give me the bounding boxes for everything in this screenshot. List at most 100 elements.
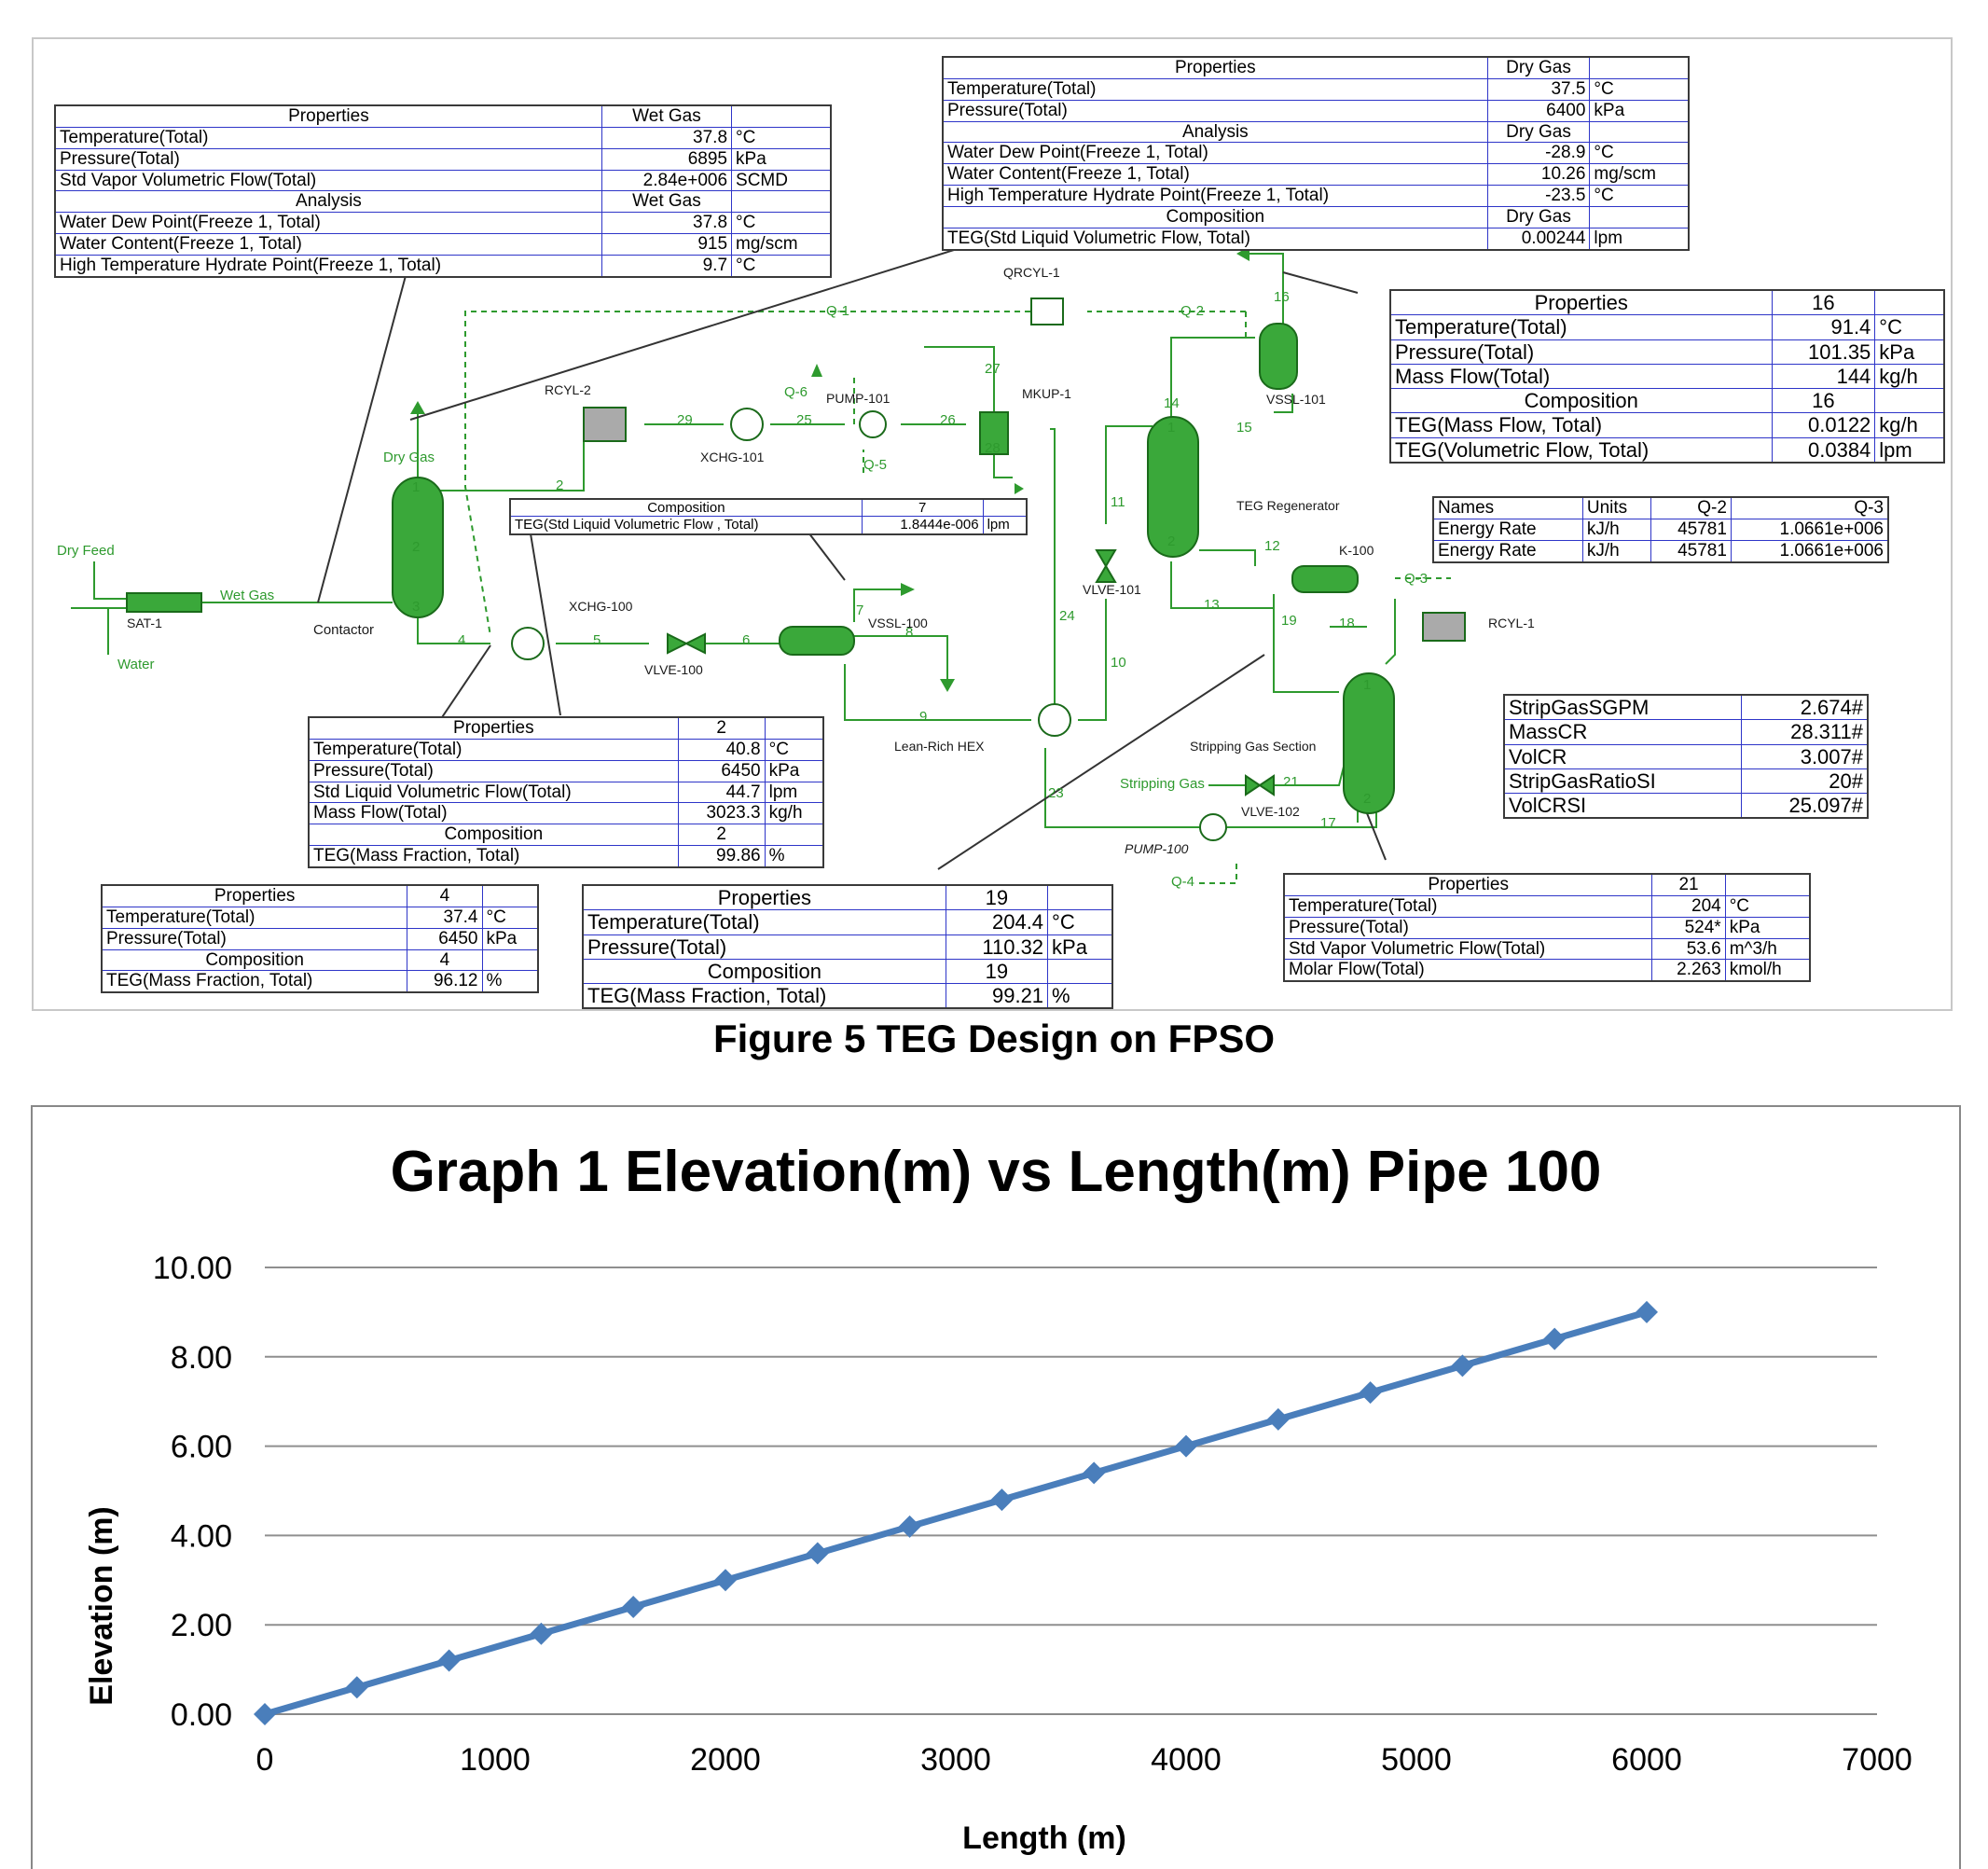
table-cell: TEG(Std Liquid Volumetric Flow, Total) bbox=[942, 227, 1488, 251]
x-tick-label: 3000 bbox=[920, 1742, 991, 1778]
table-cell: °C bbox=[731, 254, 832, 278]
elevation-series-line bbox=[264, 1308, 1648, 1718]
table-cell: 6400 bbox=[1486, 99, 1591, 122]
stream-label: 9 bbox=[919, 709, 928, 725]
table-cell bbox=[731, 190, 832, 214]
table-cell: 45781 bbox=[1650, 539, 1732, 563]
label-xchg101: XCHG-101 bbox=[700, 450, 765, 464]
x-tick-label: 1000 bbox=[460, 1742, 531, 1778]
table-cell: kPa bbox=[1047, 934, 1113, 960]
table-cell: -28.9 bbox=[1486, 142, 1591, 165]
label-stripping-gas: Stripping Gas bbox=[1120, 776, 1205, 792]
table-cell: High Temperature Hydrate Point(Freeze 1,… bbox=[54, 254, 602, 278]
table-cell: Temperature(Total) bbox=[54, 126, 602, 149]
table-row: Temperature(Total) 40.8 °C bbox=[308, 738, 824, 761]
table-row: TEG(Mass Fraction, Total) 96.12% bbox=[101, 970, 539, 993]
table-row: Composition 19 bbox=[582, 958, 1113, 985]
x-tick-label: 2000 bbox=[690, 1742, 761, 1778]
table-cell: Wet Gas bbox=[601, 190, 733, 214]
data-point bbox=[1175, 1434, 1197, 1458]
x-tick-label: 5000 bbox=[1381, 1742, 1452, 1778]
table-row: Pressure(Total) 110.32 kPa bbox=[582, 934, 1113, 960]
stream-label: 17 bbox=[1320, 815, 1336, 831]
y-tick-label: 2.00 bbox=[171, 1608, 232, 1643]
table-cell: Std Vapor Volumetric Flow(Total) bbox=[54, 169, 602, 192]
table-row: TEG(Std Liquid Volumetric Flow , Total) 1… bbox=[509, 516, 1028, 534]
table-row: Properties 2 bbox=[308, 716, 824, 740]
x-tick-label: 6000 bbox=[1611, 1742, 1682, 1778]
table-cell: Analysis bbox=[942, 120, 1488, 144]
table-cell bbox=[982, 498, 1028, 518]
table-row: Composition 16 bbox=[1389, 388, 1945, 414]
table-cell bbox=[764, 716, 824, 740]
table-cell: 7 bbox=[861, 498, 984, 518]
table-cell: Dry Gas bbox=[1486, 205, 1591, 228]
label-sat1: SAT-1 bbox=[127, 616, 162, 630]
teg-process-flow-diagram: Dry Feed Water SAT-1 Wet Gas Contactor D… bbox=[32, 37, 1953, 1011]
table-cell: 16 bbox=[1771, 289, 1876, 316]
stream2-table: Properties 2 Temperature(Total) 40.8 °C Press… bbox=[308, 716, 824, 868]
table-cell bbox=[481, 884, 539, 907]
table-cell: 96.12 bbox=[407, 970, 483, 993]
table-cell: kg/h bbox=[764, 802, 824, 825]
table-row: Properties Dry Gas bbox=[942, 56, 1690, 79]
table-cell: 20# bbox=[1741, 768, 1869, 795]
stream7-table: Composition 7 TEG(Std Liquid Volumetric Fl… bbox=[509, 498, 1028, 535]
table-row: TEG(Std Liquid Volumetric Flow, Total) 0.… bbox=[942, 227, 1690, 251]
stream-label: 18 bbox=[1339, 616, 1355, 631]
table-cell: 37.8 bbox=[601, 126, 733, 149]
table-cell: Pressure(Total) bbox=[1389, 339, 1773, 365]
table-row: Composition 2 bbox=[308, 824, 824, 847]
table-cell: lpm bbox=[982, 516, 1028, 534]
pump100-pump bbox=[1199, 813, 1227, 841]
label-q1: Q-1 bbox=[826, 303, 850, 319]
table-cell: Mass Flow(Total) bbox=[1389, 363, 1773, 390]
table-row: Properties 4 bbox=[101, 884, 539, 907]
data-point bbox=[806, 1542, 829, 1565]
table-cell: Pressure(Total) bbox=[942, 99, 1488, 122]
table-cell bbox=[481, 948, 539, 972]
table-cell: MassCR bbox=[1503, 719, 1742, 745]
stream19-table: Properties 19 Temperature(Total) 204.4 °C Pre… bbox=[582, 884, 1113, 1010]
table-row: TEG(Mass Fraction, Total) 99.21% bbox=[582, 983, 1113, 1009]
table-cell bbox=[1047, 884, 1113, 911]
table-cell: Analysis bbox=[54, 190, 602, 214]
data-point bbox=[714, 1569, 737, 1592]
table-cell: 19 bbox=[945, 958, 1049, 985]
figure-caption: Figure 5 TEG Design on FPSO bbox=[712, 1017, 1276, 1060]
tray-label: 2 bbox=[1167, 533, 1176, 549]
table-cell: Properties bbox=[1389, 289, 1773, 316]
label-dry-feed: Dry Feed bbox=[57, 543, 115, 559]
table-cell: 37.4 bbox=[407, 906, 483, 929]
table-cell: lpm bbox=[764, 781, 824, 804]
table-cell: 19 bbox=[945, 884, 1049, 911]
energy-stream-q1 bbox=[464, 311, 1041, 637]
table-cell: 3023.3 bbox=[677, 802, 766, 825]
table-row: High Temperature Hydrate Point(Freeze 1,… bbox=[54, 254, 832, 278]
table-cell: Dry Gas bbox=[1486, 56, 1591, 79]
label-mkup1: MKUP-1 bbox=[1022, 386, 1071, 401]
table-cell: Pressure(Total) bbox=[54, 147, 602, 171]
table-cell: 10.26 bbox=[1486, 163, 1591, 187]
stream-label: 25 bbox=[796, 412, 812, 428]
table-cell: °C bbox=[1589, 185, 1690, 207]
table-cell: 101.35 bbox=[1771, 339, 1876, 365]
table-cell: Properties bbox=[942, 56, 1488, 79]
table-cell: 524* bbox=[1651, 916, 1726, 939]
table-row: Water Dew Point(Freeze 1, Total) 37.8 °C bbox=[54, 212, 832, 235]
stream-label: 13 bbox=[1204, 597, 1220, 613]
y-tick-label: 4.00 bbox=[171, 1518, 232, 1554]
y-axis-title: Elevation (m) bbox=[84, 1506, 119, 1705]
table-cell: °C bbox=[1589, 77, 1690, 101]
table-cell: TEG(Mass Fraction, Total) bbox=[101, 970, 408, 993]
table-cell: 16 bbox=[1771, 388, 1876, 414]
table-row: Std Liquid Volumetric Flow(Total) 44.7 lpm bbox=[308, 781, 824, 804]
stream-label: 19 bbox=[1281, 613, 1297, 629]
table-cell: Std Liquid Volumetric Flow(Total) bbox=[308, 781, 679, 804]
table-row: Properties 16 bbox=[1389, 289, 1945, 316]
table-cell: 110.32 bbox=[945, 934, 1049, 960]
x-tick-label: 0 bbox=[256, 1742, 274, 1778]
table-cell: 4 bbox=[407, 884, 483, 907]
vssl100-vessel bbox=[779, 626, 855, 656]
table-cell: Dry Gas bbox=[1486, 120, 1591, 144]
